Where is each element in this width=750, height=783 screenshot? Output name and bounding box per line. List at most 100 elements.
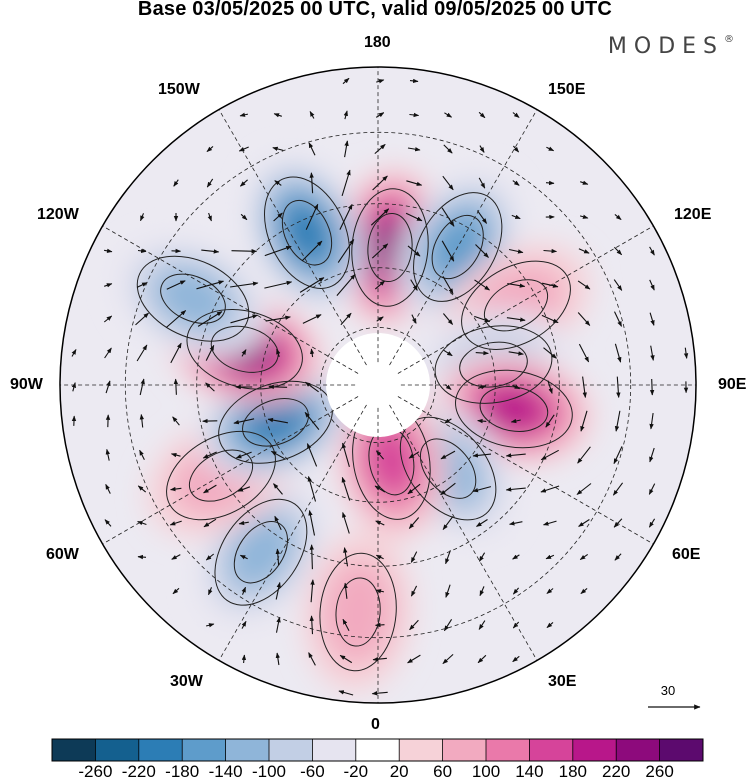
- wind-arrow: [371, 691, 388, 696]
- wind-arrow: [649, 246, 655, 256]
- wind-arrow: [306, 443, 318, 467]
- wind-arrow: [239, 554, 248, 560]
- wind-arrow: [105, 380, 111, 394]
- lon-label-30e: 30E: [548, 673, 577, 690]
- wind-arrow: [648, 483, 656, 495]
- wind-arrow: [205, 553, 215, 561]
- colorbar-swatch: [138, 739, 183, 761]
- colorbar-swatch: [442, 739, 487, 761]
- wind-arrow: [273, 113, 282, 118]
- height-contour: [455, 369, 573, 449]
- wind-arrow: [407, 483, 421, 495]
- anomaly-blob: [284, 204, 330, 261]
- wind-arrow: [613, 279, 623, 291]
- wind-arrow: [540, 449, 559, 461]
- wind-arrow: [410, 279, 418, 291]
- wind-arrow: [374, 622, 385, 628]
- wind-arrow: [509, 521, 523, 526]
- wind-arrow: [270, 450, 285, 460]
- lon-label-150e: 150E: [548, 81, 586, 98]
- wind-arrow: [478, 620, 486, 630]
- wind-arrow: [410, 551, 418, 563]
- colorbar-tick-label: 140: [515, 762, 544, 781]
- meridian-line: [102, 396, 359, 545]
- wind-arrow: [340, 312, 352, 326]
- lon-label-60w: 60W: [46, 546, 79, 563]
- wind-arrow: [342, 511, 350, 534]
- wind-arrow: [475, 244, 489, 258]
- wind-arrow: [239, 112, 249, 117]
- wind-arrow: [543, 347, 557, 359]
- wind-arrow: [545, 180, 555, 186]
- colorbar-swatch: [312, 739, 357, 761]
- lon-label-120w: 120W: [37, 206, 79, 223]
- wind-arrow: [105, 483, 111, 494]
- wind-arrow: [372, 175, 388, 191]
- wind-arrow: [580, 410, 588, 432]
- wind-arrow: [648, 518, 656, 528]
- lon-label-90e: 90E: [718, 376, 747, 393]
- wind-arrow: [649, 378, 655, 396]
- wind-arrow: [268, 384, 288, 390]
- wind-arrow: [137, 248, 147, 254]
- wind-arrow: [309, 172, 314, 194]
- wind-arrow: [135, 312, 149, 326]
- latitude-circle: [124, 131, 632, 639]
- wind-arrow: [512, 145, 520, 153]
- height-contour: [242, 398, 309, 447]
- wind-arrow: [649, 413, 654, 430]
- lon-label-150w: 150W: [158, 81, 200, 98]
- wind-arrow: [104, 519, 112, 527]
- wind-arrow: [267, 417, 288, 424]
- wind-arrow: [472, 486, 492, 493]
- wind-arrow: [206, 178, 214, 188]
- wind-arrow: [475, 350, 489, 356]
- wind-arrow: [275, 652, 281, 666]
- wind-arrow: [442, 175, 454, 191]
- wind-arrow: [274, 180, 282, 186]
- wind-arrow: [375, 112, 385, 118]
- wind-arrow: [136, 282, 148, 288]
- wind-arrow: [230, 281, 259, 288]
- wind-arrow: [545, 414, 555, 428]
- wind-arrow: [276, 348, 281, 357]
- wind-arrow: [299, 277, 325, 293]
- colorbar-swatch: [182, 739, 227, 761]
- wind-arrow: [545, 554, 555, 560]
- meridian-line: [218, 404, 367, 661]
- map-title: Base 03/05/2025 00 UTC, valid 09/05/2025…: [137, 0, 613, 20]
- wind-arrow: [478, 385, 487, 390]
- wind-arrow: [343, 582, 348, 599]
- wind-arrow: [512, 655, 520, 663]
- wind-arrow: [71, 382, 76, 392]
- wind-arrow: [207, 587, 213, 596]
- wind-arrow: [165, 310, 187, 328]
- wind-arrow: [441, 240, 455, 262]
- wind-arrow: [273, 483, 283, 495]
- wind-arrow: [579, 553, 589, 561]
- wind-arrow: [274, 515, 282, 531]
- meridian-line: [102, 225, 359, 374]
- wind-arrow: [614, 553, 622, 561]
- wind-arrow: [104, 248, 113, 253]
- height-contour: [335, 577, 381, 647]
- meridian-line: [389, 109, 538, 366]
- wind-arrow: [203, 484, 217, 494]
- wind-arrow: [578, 519, 590, 527]
- colorbar-swatch: [95, 739, 140, 761]
- wind-arrow: [614, 410, 621, 432]
- wind-arrow: [445, 550, 451, 565]
- wind-arrow: [170, 342, 182, 364]
- wind-arrow: [342, 618, 350, 631]
- wind-arrow: [105, 448, 110, 461]
- wind-arrow: [512, 384, 521, 390]
- wind-arrow: [371, 243, 389, 259]
- colorbar-swatch: [52, 739, 96, 761]
- wind-arrow: [474, 279, 490, 291]
- wind-arrow: [309, 615, 314, 635]
- height-contour: [186, 309, 303, 390]
- wind-arrow: [440, 450, 456, 460]
- reference-vector-label: 30: [660, 683, 676, 698]
- wind-arrow: [411, 314, 417, 324]
- wind-arrow: [338, 690, 354, 696]
